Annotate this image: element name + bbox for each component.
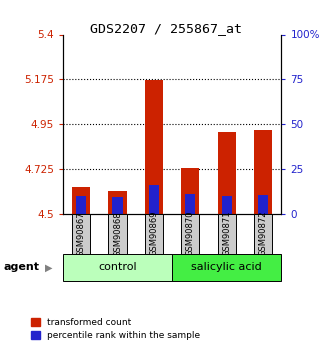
Text: GSM90868: GSM90868 (113, 211, 122, 257)
Bar (218, 214, 236, 254)
Bar (109, 191, 126, 214)
Text: control: control (98, 263, 137, 272)
Bar (72, 214, 90, 254)
Bar (172, 254, 281, 281)
Text: ▶: ▶ (45, 263, 52, 272)
Bar (149, 185, 159, 214)
Bar (258, 195, 268, 214)
Text: GSM90870: GSM90870 (186, 211, 195, 256)
Text: GSM90867: GSM90867 (76, 211, 86, 257)
Bar (254, 130, 272, 214)
Bar (63, 254, 172, 281)
Text: agent: agent (3, 263, 39, 272)
Bar (185, 194, 195, 214)
Bar (109, 214, 126, 254)
Text: GDS2207 / 255867_at: GDS2207 / 255867_at (89, 22, 242, 36)
Legend: transformed count, percentile rank within the sample: transformed count, percentile rank withi… (31, 318, 200, 341)
Text: salicylic acid: salicylic acid (191, 263, 262, 272)
Bar (222, 196, 232, 214)
Bar (181, 214, 200, 254)
Bar (113, 197, 122, 214)
Bar (145, 214, 163, 254)
Text: GSM90872: GSM90872 (259, 211, 268, 256)
Text: GSM90869: GSM90869 (149, 211, 159, 256)
Bar (145, 80, 163, 214)
Bar (181, 168, 200, 214)
Bar (218, 132, 236, 214)
Bar (72, 187, 90, 214)
Bar (254, 214, 272, 254)
Bar (76, 196, 86, 214)
Text: GSM90871: GSM90871 (222, 211, 231, 256)
